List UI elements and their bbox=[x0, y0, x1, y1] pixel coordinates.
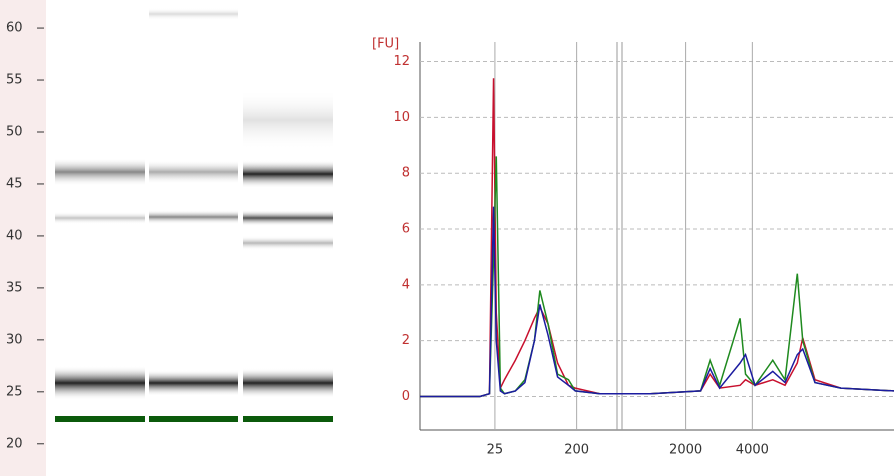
y-axis-label: [FU] bbox=[372, 37, 399, 52]
x-tick-label: 200 bbox=[564, 443, 589, 458]
y-tick-label: 30 bbox=[6, 332, 23, 347]
y-tick-label: 0 bbox=[402, 389, 410, 404]
x-tick-label: 2000 bbox=[669, 443, 702, 458]
y-tick-label: 20 bbox=[6, 436, 23, 451]
y-tick-label: 4 bbox=[402, 277, 410, 292]
y-tick-label: 35 bbox=[6, 280, 23, 295]
y-tick-label: 8 bbox=[402, 166, 410, 181]
y-tick-label: 55 bbox=[6, 73, 23, 88]
gel-axis-strip bbox=[0, 0, 46, 476]
x-tick-label: 4000 bbox=[736, 443, 769, 458]
y-tick-label: 60 bbox=[6, 21, 23, 36]
x-tick-label: 25 bbox=[487, 443, 504, 458]
y-tick-label: 25 bbox=[6, 384, 23, 399]
y-tick-label: 50 bbox=[6, 124, 23, 139]
series-line bbox=[420, 206, 894, 398]
y-tick-label: 10 bbox=[393, 110, 410, 125]
y-tick-label: 45 bbox=[6, 176, 23, 191]
gel-lanes bbox=[55, 8, 333, 422]
y-tick-label: 12 bbox=[393, 54, 410, 69]
y-tick-label: 6 bbox=[402, 222, 410, 237]
y-tick-label: 2 bbox=[402, 333, 410, 348]
y-tick-label: 40 bbox=[6, 228, 23, 243]
